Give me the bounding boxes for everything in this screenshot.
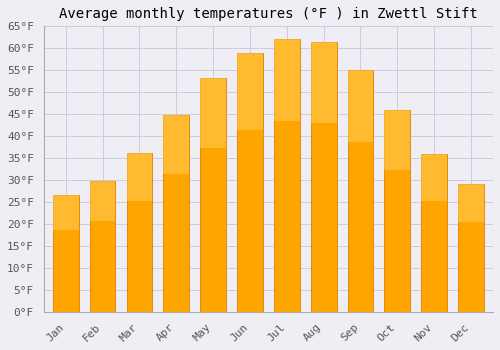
- Bar: [126, 153, 152, 312]
- Bar: [421, 154, 447, 312]
- Title: Average monthly temperatures (°F ) in Zwettl Stift: Average monthly temperatures (°F ) in Zw…: [59, 7, 478, 21]
- Bar: [164, 115, 189, 174]
- Bar: [310, 42, 336, 312]
- Bar: [458, 184, 484, 222]
- Bar: [53, 196, 78, 312]
- Bar: [200, 78, 226, 312]
- Bar: [164, 115, 189, 312]
- Bar: [348, 70, 374, 142]
- Bar: [90, 181, 116, 220]
- Bar: [200, 78, 226, 148]
- Bar: [348, 70, 374, 312]
- Bar: [421, 154, 447, 201]
- Bar: [53, 196, 78, 230]
- Bar: [274, 38, 299, 312]
- Bar: [126, 153, 152, 201]
- Bar: [237, 52, 263, 131]
- Bar: [458, 184, 484, 312]
- Bar: [310, 42, 336, 123]
- Bar: [384, 110, 410, 170]
- Bar: [237, 52, 263, 312]
- Bar: [274, 38, 299, 121]
- Bar: [384, 110, 410, 312]
- Bar: [90, 181, 116, 312]
